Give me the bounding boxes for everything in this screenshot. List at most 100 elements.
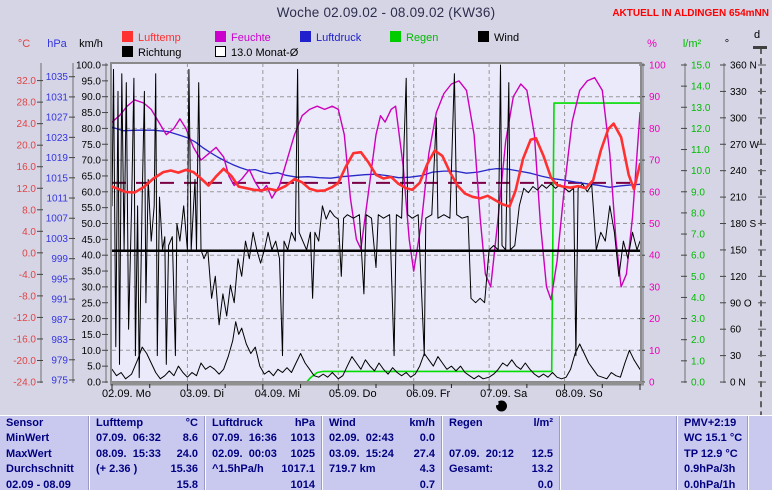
table-row-1: MinWert 07.09. 06:32 8.6 07.09. 16:36 1013 02… (0, 431, 772, 447)
tick-label: 991 (51, 295, 68, 306)
cell-label: 02.09. 00:03 (212, 447, 277, 460)
tick-label: 60 (730, 325, 742, 336)
cell-label: 0.0hPa/1h (684, 478, 736, 490)
tick-label: 995 (51, 274, 68, 285)
x-label: 06.09. Fr (406, 388, 450, 400)
table-row-3: Durchschnitt (+ 2.36 ) 15.36 ^1.5hPa/h 1017.… (0, 462, 772, 478)
tick-label: 150 (730, 245, 747, 256)
legend-item-lufttemp: Lufttemp (122, 31, 181, 44)
row-label-text: MaxWert (6, 447, 52, 460)
tick-label: 983 (51, 335, 68, 346)
tick-label: 1015 (46, 173, 69, 184)
tick-label: -8.0 (19, 291, 37, 302)
x-label: 05.09. Do (329, 388, 377, 400)
cell-label: 07.09. 20:12 (449, 447, 514, 460)
axis-unit-label: hPa (47, 38, 67, 50)
tick-label: 25.0 (82, 298, 102, 309)
table-cell: 1014 (205, 477, 322, 490)
table-cell: 02.09. 02:43 0.0 (322, 431, 442, 447)
table-cell: 03.09. 15:24 27.4 (322, 446, 442, 463)
tick-label: 80 (649, 124, 661, 135)
cell-label: 07.09. 06:32 (96, 432, 161, 445)
cell-value: 4.3 (419, 463, 435, 476)
cell-value: 0.0 (419, 432, 435, 445)
series-feuchte (112, 76, 640, 301)
table-cell: Luftdruck hPa (205, 416, 322, 432)
table-cell: Regen l/m² (442, 416, 560, 432)
table-cell: 07.09. 20:12 12.5 (442, 446, 560, 463)
tick-label: 0.0 (87, 378, 101, 389)
tick-label: 300 (730, 113, 747, 124)
cell-value: 1014 (290, 478, 315, 490)
row-label: Sensor (0, 416, 89, 432)
cell-value: 27.4 (413, 447, 435, 460)
cell-label: 02.09. 02:43 (329, 432, 394, 445)
cell-label: Wind (329, 417, 356, 429)
series-luftdruck (112, 126, 640, 188)
tick-label: 80.0 (82, 124, 102, 135)
table-cell (560, 431, 677, 447)
table-cell (560, 477, 677, 490)
x-axis-labels: 02.09. Mo 03.09. Di 04.09. Mi 05.09. Do 06.0… (102, 384, 641, 400)
tick-label: -12.0 (13, 313, 36, 324)
tick-label: 20 (649, 314, 661, 325)
table-cell: (+ 2.36 ) 15.36 (89, 462, 205, 478)
cell-label: Luftdruck (212, 417, 263, 429)
tick-label: 0.0 (22, 248, 36, 259)
tick-label: 40 (649, 251, 661, 262)
table-cell (442, 431, 560, 447)
cell-label: 03.09. 15:24 (329, 447, 394, 460)
tick-label: 2.0 (691, 335, 705, 346)
tick-label: 90.0 (82, 92, 102, 103)
table-cell (748, 416, 772, 432)
series-wind (112, 321, 640, 380)
tick-label: 180 S (730, 219, 756, 230)
cell-value: 12.5 (531, 447, 553, 460)
x-label: 07.09. Sa (480, 388, 528, 400)
legend-item-wind: Wind (478, 31, 519, 44)
tick-label: 35.0 (82, 267, 102, 278)
tick-label: 8.0 (691, 208, 705, 219)
cell-label: WC 15.1 °C (684, 432, 743, 445)
legend-label: Regen (406, 32, 439, 44)
summary-table: Sensor Lufttemp °C Luftdruck hPa Wind km/h Rege… (0, 415, 772, 490)
tick-label: 55.0 (82, 203, 102, 214)
tick-label: 240 (730, 166, 747, 177)
cell-label: 07.09. 16:36 (212, 432, 277, 445)
cell-value: 1013 (290, 432, 315, 445)
tick-label: 1019 (46, 153, 69, 164)
tick-label: 24.0 (17, 119, 37, 130)
legend-label: 13.0 Monat-Ø (231, 47, 299, 59)
cell-label: PMV+2:19 (684, 417, 737, 429)
table-cell: TP 12.9 °C (677, 446, 748, 463)
table-cell (560, 446, 677, 463)
tick-label: 85.0 (82, 108, 102, 119)
table-cell: 07.09. 16:36 1013 (205, 431, 322, 447)
table-cell: Wind km/h (322, 416, 442, 432)
tick-label: 15.0 (691, 61, 711, 72)
tick-label: 100.0 (76, 61, 101, 72)
axis-temp: 32.0 28.0 24.0 20.0 16.0 12.0 8.0 4.0 0.0 -4.0 -8.… (13, 38, 43, 389)
x-label: 08.09. So (556, 388, 603, 400)
tick-label: 6.0 (691, 251, 705, 262)
row-label-text: 02.09 - 08.09 (6, 478, 71, 490)
clipped-right-axis-tick (753, 46, 767, 49)
cell-value: 15.8 (176, 478, 198, 490)
table-row-4: 02.09 - 08.09 15.8 1014 0.7 0.0 0.0hPa/1h (0, 477, 772, 490)
tick-label: 979 (51, 355, 68, 366)
tick-label: 210 (730, 193, 747, 204)
tick-label: 4.0 (691, 293, 705, 304)
cell-value: km/h (409, 417, 435, 429)
tick-label: 12.0 (691, 124, 711, 135)
tick-label: 12.0 (17, 184, 37, 195)
cell-value: hPa (294, 417, 315, 429)
row-label-text: Sensor (6, 417, 44, 429)
cell-value: °C (185, 417, 198, 429)
axis-unit-label: % (647, 38, 657, 50)
station-banner: AKTUELL IN ALDINGEN 654mNN (612, 8, 769, 19)
table-cell (748, 462, 772, 478)
legend-swatch-icon (122, 31, 133, 42)
tick-label: 1031 (46, 92, 69, 103)
table-cell: 07.09. 06:32 8.6 (89, 431, 205, 447)
axis-unit-label: l/m² (683, 38, 702, 50)
